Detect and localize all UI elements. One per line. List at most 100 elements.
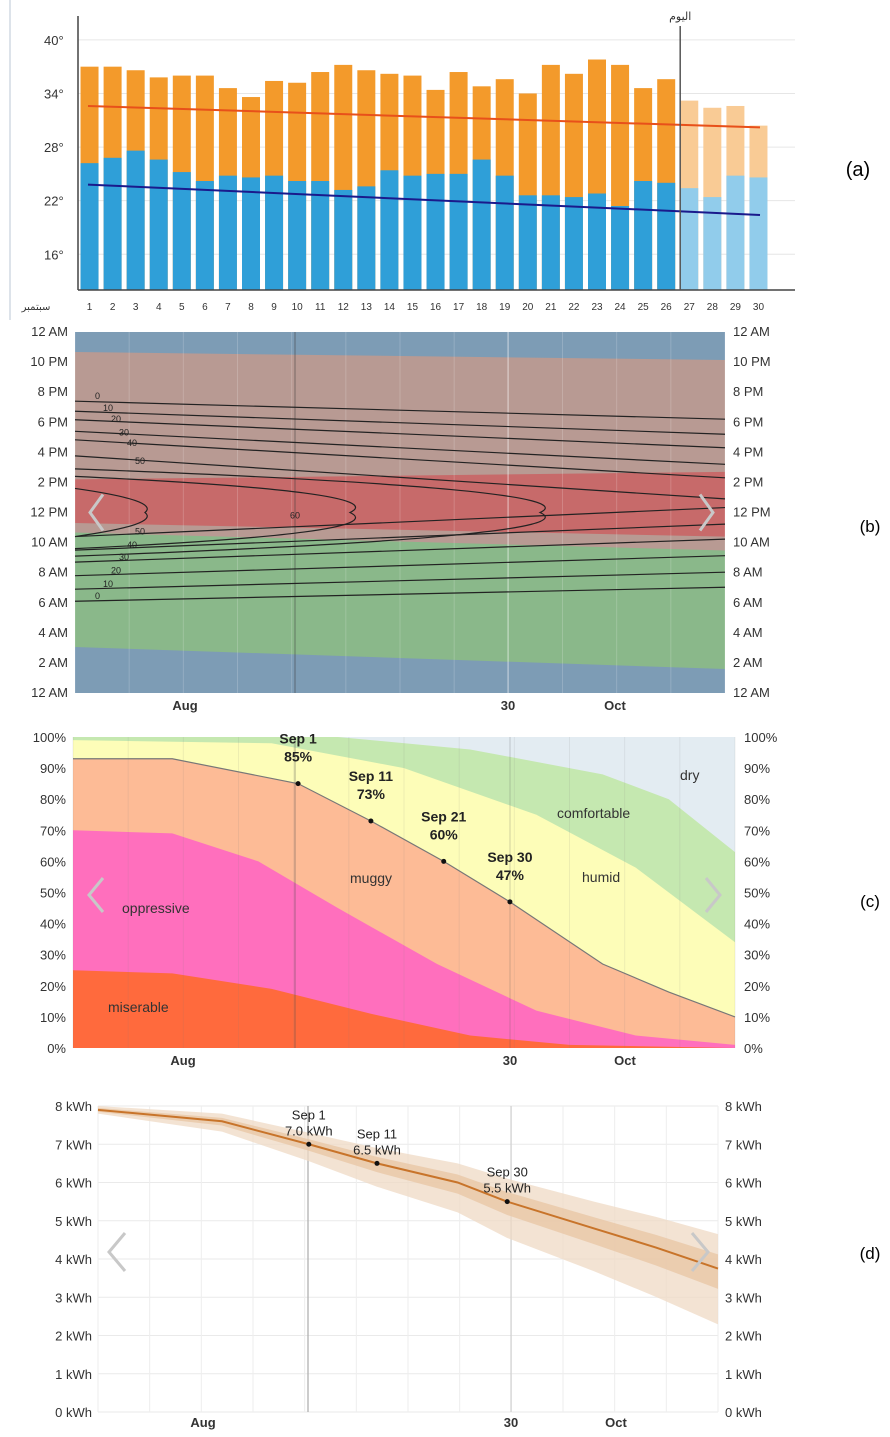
panel-label-b: (b) [860,517,881,536]
y-tick-label-right: 3 kWh [725,1290,762,1305]
x-tick-label: 30 [503,1053,517,1068]
contour-evening [74,439,726,479]
low-bar [311,181,330,290]
annotation-date: Sep 21 [421,808,466,824]
category-label-miserable: miserable [108,999,169,1015]
low-bar [265,175,284,290]
contour-label: 0 [95,591,100,601]
y-tick-label-right: 4 AM [733,625,763,640]
x-tick-label: 30 [501,698,515,713]
annotation-date: Sep 1 [279,731,317,747]
y-tick-label-right: 10 AM [733,535,770,550]
annotation-point [368,818,374,824]
annotation-value: 47% [496,867,525,883]
x-tick-label: Aug [172,698,197,713]
x-tick-label: Aug [170,1053,195,1068]
x-tick-label: 28 [707,302,719,313]
y-tick-label-left: 10 PM [30,354,68,369]
y-tick-label-right: 2 kWh [725,1329,762,1344]
y-tick-label-left: 80% [40,792,66,807]
annotation-date: Sep 11 [349,768,394,784]
low-bar [403,175,422,290]
annotation-point [507,899,513,905]
y-tick-label-left: 60% [40,854,66,869]
x-tick-label: 21 [545,302,557,313]
x-tick-label: 2 [110,302,116,313]
y-tick-label-right: 8 kWh [725,1099,762,1114]
low-bar [611,206,630,290]
x-tick-label: Aug [190,1415,215,1430]
x-tick-label: 7 [225,302,231,313]
low-bar [657,182,676,290]
low-bar [541,195,560,290]
y-tick-label-right: 12 PM [733,505,771,520]
contour-evening [74,400,726,420]
contour-morning [74,506,726,538]
y-tick-label-right: 10% [744,1010,770,1025]
y-tick-label-left: 12 AM [31,324,68,339]
x-tick-label: 23 [591,302,603,313]
y-tick-label-left: 3 kWh [55,1290,92,1305]
annotation-value: 85% [284,749,313,765]
y-tick-label-left: 4 PM [38,444,68,459]
y-tick-label-right: 0 kWh [725,1405,762,1420]
nav-next-icon [690,1232,710,1272]
contour-label: 10 [103,579,113,589]
x-tick-label: 16 [430,302,442,313]
y-tick-label-right: 50% [744,886,770,901]
annotation-point [374,1160,380,1166]
x-tick-label: 26 [661,302,673,313]
y-tick-label: 34° [44,86,64,101]
low-bar [149,159,168,290]
category-label-comfortable: comfortable [557,805,630,821]
contour-label: 50 [135,527,145,537]
low-bar [726,175,745,290]
x-tick-label: 8 [248,302,254,313]
band-morning [75,532,725,669]
category-label-oppressive: oppressive [122,900,190,916]
x-tick-label: 4 [156,302,162,313]
x-tick-label: Oct [605,1415,627,1430]
x-tick-label: 6 [202,302,208,313]
today-label: اليوم [669,11,691,23]
annotation-date: Sep 30 [487,849,532,865]
low-bar [749,177,768,290]
y-tick-label-left: 30% [40,948,66,963]
panel-c: miserable oppressive muggy humid comfortable… [0,720,890,1080]
panel-a: 40° 34° 28° 22° 16° 1 2 3 4 5 6 7 8 9 10 11 12 13 14 15 16 17… [0,0,890,320]
x-tick-label: Oct [604,698,626,713]
low-bar [495,175,514,290]
y-tick-label: 28° [44,140,64,155]
y-tick-label-right: 8 AM [733,565,763,580]
y-tick-label: 40° [44,33,64,48]
annotation-date: Sep 30 [487,1165,528,1180]
low-bar [680,188,699,290]
contour-evening [74,419,726,449]
y-tick-label-left: 70% [40,823,66,838]
contour-60-loop [74,487,148,538]
y-tick-label-left: 6 PM [38,414,68,429]
contour-label: 60 [290,511,300,521]
y-tick-label-left: 2 AM [38,655,68,670]
y-tick-label: 16° [44,247,64,262]
contour-label: 30 [119,552,129,562]
low-bar [357,186,376,290]
y-tick-label-left: 1 kWh [55,1367,92,1382]
x-tick-label: 22 [568,302,580,313]
y-tick-label-left: 4 kWh [55,1252,92,1267]
annotation-point [441,858,447,864]
y-tick-label-right: 10 PM [733,354,771,369]
low-bar [449,173,468,290]
y-tick-label-right: 12 AM [733,324,770,339]
category-label-humid: humid [582,869,620,885]
contour-morning [74,571,726,590]
y-tick-label-right: 40% [744,917,770,932]
low-bar [218,175,237,290]
y-tick-label-left: 12 PM [30,505,68,520]
category-label-dry: dry [680,767,699,783]
y-tick-label-left: 4 AM [38,625,68,640]
x-tick-label: 30 [753,302,765,313]
category-label-muggy: muggy [350,870,392,886]
low-bar [288,181,307,290]
y-tick-label-right: 6 PM [733,414,763,429]
